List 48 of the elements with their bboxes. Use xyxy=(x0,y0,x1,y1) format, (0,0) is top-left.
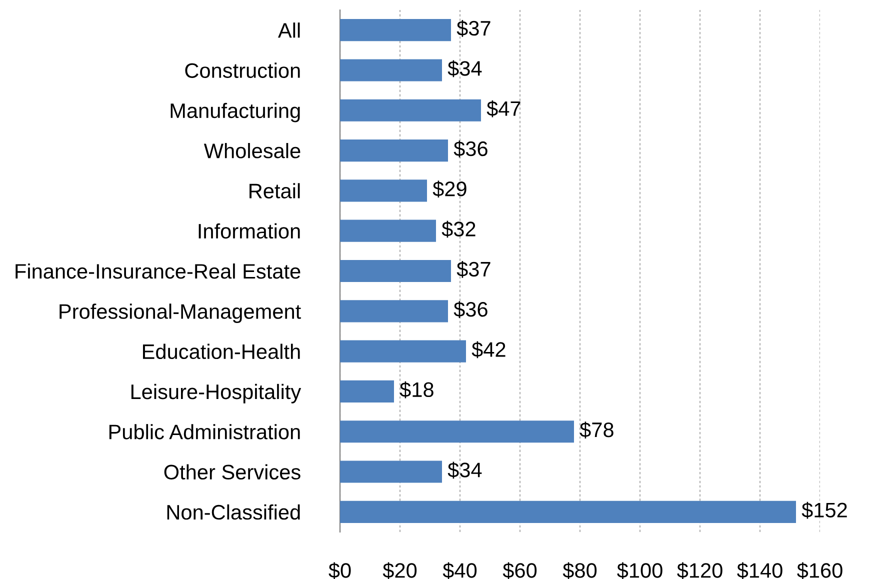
y-tick-label: Finance-Insurance-Real Estate xyxy=(16,263,300,279)
data-label: $78 xyxy=(580,422,614,438)
bar xyxy=(340,19,451,42)
x-tick-label: $80 xyxy=(562,562,597,579)
y-tick-label: Public Administration xyxy=(109,424,300,440)
bar xyxy=(340,180,427,202)
bar xyxy=(340,59,442,82)
y-tick-label: Professional-Management xyxy=(60,304,301,324)
data-label: $32 xyxy=(442,220,476,238)
bar xyxy=(340,340,466,362)
x-tick-label: $40 xyxy=(442,562,477,579)
data-label: $37 xyxy=(456,20,490,37)
bar xyxy=(340,500,796,523)
x-tick-label: $20 xyxy=(382,562,417,579)
y-tick-label: Leisure-Hospitality xyxy=(131,384,302,404)
bar xyxy=(340,420,574,443)
data-label: $36 xyxy=(454,140,488,158)
y-tick-label: Construction xyxy=(185,62,300,78)
y-tick-label: Manufacturing xyxy=(170,102,300,122)
data-label: $152 xyxy=(802,502,847,519)
data-label: $42 xyxy=(472,341,506,358)
data-label: $18 xyxy=(400,381,434,398)
x-tick-label: $160 xyxy=(797,562,842,579)
bar xyxy=(340,260,451,282)
x-tick-label: $140 xyxy=(737,562,782,579)
y-tick-label: Education-Health xyxy=(143,344,300,360)
data-label: $34 xyxy=(448,462,482,479)
y-tick-label: Other Services xyxy=(164,464,300,480)
bar xyxy=(340,99,481,122)
data-label: $37 xyxy=(456,260,490,278)
bar xyxy=(340,380,394,403)
y-tick-label: Non-Classified xyxy=(167,504,300,520)
y-tick-label: Information xyxy=(198,223,300,239)
x-tick-label: $120 xyxy=(677,562,722,579)
bar xyxy=(340,139,448,162)
data-label: $36 xyxy=(454,301,488,318)
bar xyxy=(340,220,436,242)
y-tick-label: Wholesale xyxy=(204,142,300,158)
x-tick-label: $0 xyxy=(328,562,351,579)
x-tick-label: $100 xyxy=(617,562,662,579)
y-tick-label: All xyxy=(278,22,300,38)
bar xyxy=(340,460,442,483)
y-tick-label: Retail xyxy=(250,183,300,198)
data-label: $34 xyxy=(448,60,482,78)
bar xyxy=(340,300,448,322)
x-tick-label: $60 xyxy=(502,562,537,579)
data-label: $47 xyxy=(486,100,520,118)
data-label: $29 xyxy=(432,180,466,198)
